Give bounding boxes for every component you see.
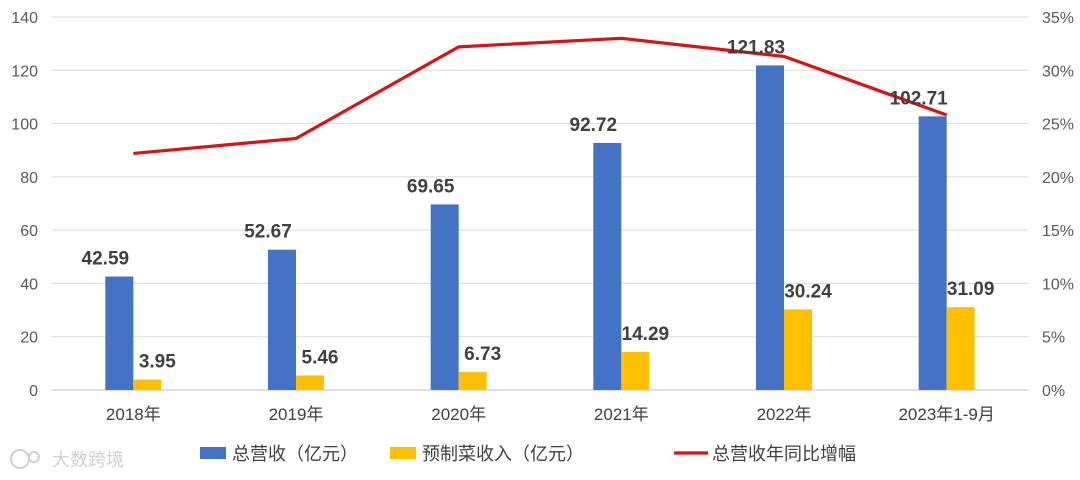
x-tick-label: 2019年 bbox=[269, 405, 324, 424]
y-right-tick-label: 25% bbox=[1042, 117, 1074, 134]
watermark-text: 大数跨境 bbox=[52, 450, 124, 471]
legend-swatch bbox=[200, 447, 226, 459]
data-label: 6.73 bbox=[464, 344, 501, 365]
gridlines bbox=[52, 16, 1028, 391]
legend-label: 预制菜收入（亿元） bbox=[422, 444, 584, 465]
bar-prepared-food bbox=[458, 372, 487, 390]
y-right-tick-label: 20% bbox=[1042, 170, 1074, 187]
logo-icon bbox=[10, 449, 30, 469]
logo-icon-dot bbox=[28, 451, 40, 463]
legend-label: 总营收（亿元） bbox=[232, 444, 358, 465]
bar-total-revenue bbox=[105, 276, 134, 390]
y-axis-left: 0 20 40 60 80 100 120 140 bbox=[11, 10, 38, 400]
data-label: 14.29 bbox=[622, 324, 670, 345]
x-tick-label: 2020年 bbox=[431, 405, 486, 424]
y-right-tick-label: 35% bbox=[1042, 10, 1074, 27]
y-right-tick-label: 5% bbox=[1042, 330, 1065, 347]
data-label: 3.95 bbox=[139, 351, 176, 372]
bar-total-revenue bbox=[918, 116, 947, 391]
data-label: 69.65 bbox=[407, 176, 455, 197]
x-axis: 2018年 2019年 2020年 2021年 2022年 2023年1-9月 bbox=[106, 405, 995, 424]
y-left-tick-label: 20 bbox=[20, 330, 38, 347]
growth-line-path bbox=[133, 36, 948, 156]
y-right-tick-label: 15% bbox=[1042, 223, 1074, 240]
bar-prepared-food bbox=[133, 379, 162, 390]
x-tick-label: 2022年 bbox=[757, 405, 812, 424]
data-labels: 42.59 52.67 69.65 92.72 121.83 102.71 3.95 5.46… bbox=[82, 37, 995, 372]
y-left-tick-label: 80 bbox=[20, 170, 38, 187]
y-left-tick-label: 100 bbox=[11, 117, 38, 134]
legend-label: 总营收年同比增幅 bbox=[712, 444, 856, 465]
data-label: 42.59 bbox=[82, 249, 130, 270]
watermark: 大数跨境 bbox=[10, 449, 124, 471]
bar-prepared-food bbox=[784, 309, 812, 390]
data-label: 52.67 bbox=[244, 222, 292, 243]
data-label: 31.09 bbox=[947, 279, 995, 300]
legend-swatch bbox=[390, 447, 416, 459]
data-label: 121.83 bbox=[727, 37, 785, 58]
x-tick-label: 2018年 bbox=[106, 405, 161, 424]
bar-total-revenue bbox=[756, 65, 784, 391]
y-right-tick-label: 10% bbox=[1042, 276, 1074, 293]
data-label: 102.71 bbox=[890, 88, 949, 109]
x-tick-label: 2023年1-9月 bbox=[898, 405, 994, 424]
y-left-tick-label: 140 bbox=[11, 10, 38, 27]
x-tick-label: 2021年 bbox=[594, 405, 649, 424]
legend: 总营收（亿元） 预制菜收入（亿元） 总营收年同比增幅 bbox=[200, 444, 856, 465]
growth-line bbox=[133, 36, 948, 156]
data-label: 5.46 bbox=[302, 347, 339, 368]
y-axis-right: 0% 5% 10% 15% 20% 25% 30% 35% bbox=[1042, 10, 1074, 400]
y-right-tick-label: 30% bbox=[1042, 63, 1074, 80]
bar-prepared-food bbox=[621, 351, 650, 390]
bar-total-revenue bbox=[430, 204, 459, 390]
data-label: 30.24 bbox=[784, 281, 832, 302]
y-left-tick-label: 60 bbox=[20, 223, 38, 240]
y-right-tick-label: 0% bbox=[1042, 383, 1065, 400]
bar-prepared-food bbox=[946, 307, 975, 390]
bar-total-revenue bbox=[268, 249, 296, 390]
y-left-tick-label: 120 bbox=[11, 63, 38, 80]
y-left-tick-label: 0 bbox=[29, 383, 38, 400]
y-left-tick-label: 40 bbox=[20, 276, 38, 293]
bar-total-revenue bbox=[593, 142, 622, 390]
data-label: 92.72 bbox=[570, 115, 618, 136]
bars bbox=[105, 65, 975, 391]
bar-prepared-food bbox=[296, 375, 324, 390]
